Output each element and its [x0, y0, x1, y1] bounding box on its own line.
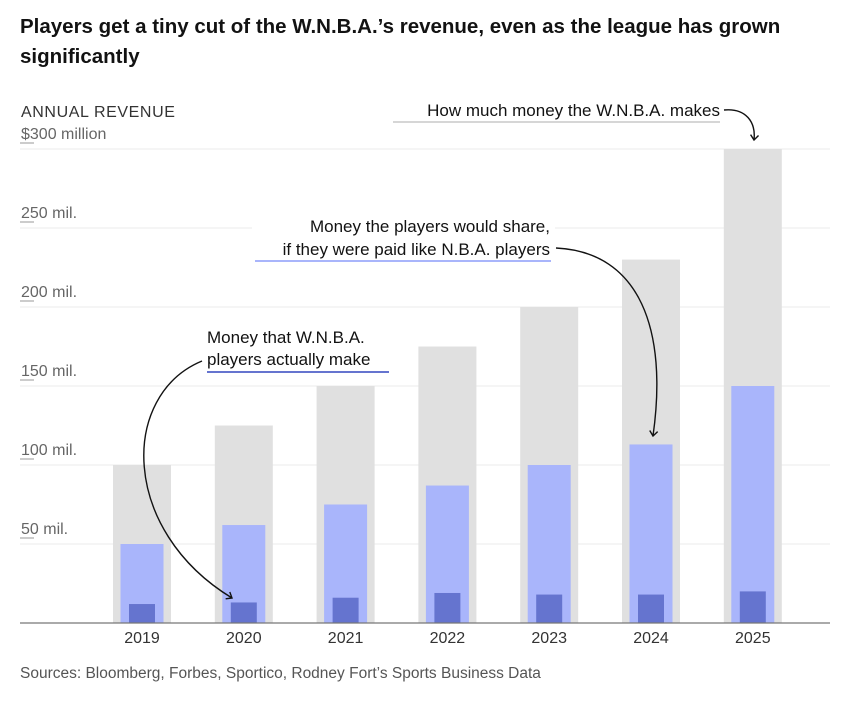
annotation-potential-label-line1: Money the players would share, — [310, 217, 550, 236]
bar-actual-2019 — [129, 604, 155, 623]
annotation-total: How much money the W.N.B.A. makes — [390, 96, 760, 142]
annotation-actual-bg — [204, 324, 394, 376]
bars — [113, 149, 782, 623]
y-axis-title: ANNUAL REVENUE — [21, 104, 176, 121]
x-axis-ticks: 2019 2020 2021 2022 2023 2024 2025 — [124, 630, 770, 647]
bar-actual-2020 — [230, 602, 257, 623]
bar-actual-2021 — [332, 597, 359, 623]
y-tick-label: 100 mil. — [21, 442, 77, 459]
bar-actual-2025 — [739, 591, 766, 623]
bar-actual-2023 — [536, 594, 563, 623]
bar-actual-2024 — [638, 594, 664, 623]
y-tick-label: 150 mil. — [21, 363, 77, 380]
x-tick-label: 2021 — [328, 630, 364, 647]
bar-potential-2024 — [629, 444, 673, 623]
bar-potential-2025 — [731, 386, 775, 623]
x-tick-label: 2023 — [531, 630, 567, 647]
annotation-actual-label-line2: players actually make — [207, 350, 370, 369]
annotation-potential: Money the players would share, if they w… — [252, 210, 659, 438]
bar-actual-2022 — [434, 592, 461, 623]
annotation-total-bg — [390, 96, 722, 122]
x-tick-label: 2022 — [430, 630, 466, 647]
x-tick-label: 2025 — [735, 630, 771, 647]
x-tick-label: 2019 — [124, 630, 160, 647]
annotation-actual-label-line1: Money that W.N.B.A. — [207, 328, 365, 347]
annotation-total-label: How much money the W.N.B.A. makes — [427, 101, 720, 120]
y-tick-label: 50 mil. — [21, 521, 68, 538]
x-tick-label: 2024 — [633, 630, 669, 647]
y-axis-ticks: $300 million 250 mil. 200 mil. 150 mil. 100 … — [20, 126, 106, 539]
annotation-potential-bg — [252, 210, 555, 266]
y-tick-label: 250 mil. — [21, 205, 77, 222]
annotation-actual: Money that W.N.B.A. players actually mak… — [143, 324, 394, 600]
source-note: Sources: Bloomberg, Forbes, Sportico, Ro… — [20, 665, 541, 682]
annotation-total-arrow — [723, 109, 760, 142]
x-tick-label: 2020 — [226, 630, 262, 647]
annotation-potential-arrow — [555, 247, 659, 438]
chart-title: Players get a tiny cut of the W.N.B.A.’s… — [20, 15, 781, 68]
annotation-potential-label-line2: if they were paid like N.B.A. players — [283, 240, 550, 259]
annotation-actual-arrow — [143, 360, 233, 600]
y-tick-label: 200 mil. — [21, 284, 77, 301]
y-tick-label: $300 million — [21, 126, 106, 143]
